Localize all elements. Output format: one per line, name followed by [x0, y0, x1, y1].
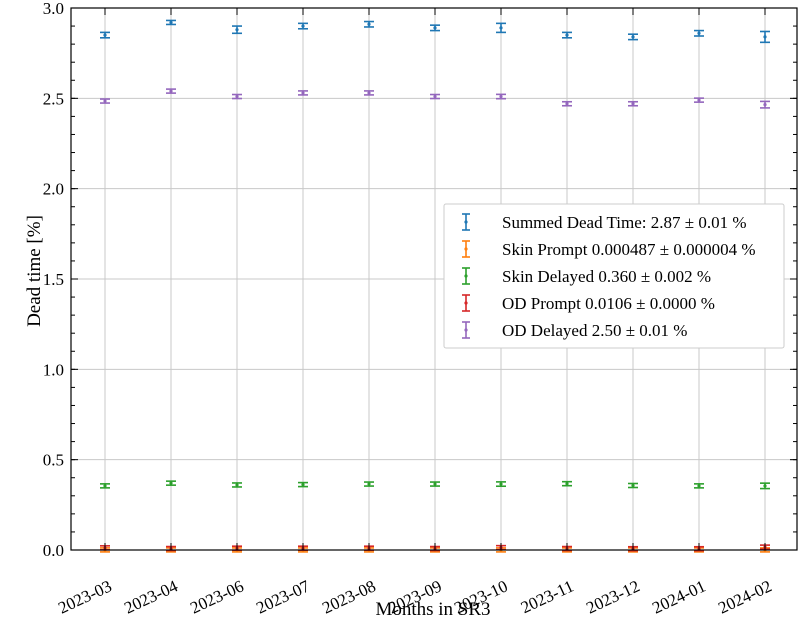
legend-box — [443, 203, 785, 349]
x-tick-label: 2023-11 — [518, 576, 577, 617]
plot-frame — [70, 7, 798, 551]
data-point — [235, 94, 239, 99]
y-tick-label: 2.0 — [43, 180, 64, 199]
data-point — [565, 33, 569, 37]
legend-marker-point — [464, 274, 468, 278]
data-point — [565, 482, 569, 486]
legend-label: OD Delayed 2.50 ± 0.01 % — [502, 321, 687, 340]
data-point — [169, 481, 173, 485]
legend-marker-point — [464, 301, 468, 305]
data-point — [697, 98, 701, 102]
y-tick-label: 1.0 — [43, 360, 64, 379]
legend-label: Skin Prompt 0.000487 ± 0.000004 % — [502, 240, 755, 259]
data-point — [367, 22, 371, 26]
legend-label: OD Prompt 0.0106 ± 0.0000 % — [502, 294, 715, 313]
data-point — [499, 26, 503, 30]
data-point — [763, 484, 767, 488]
data-point — [631, 35, 635, 39]
x-tick-label: 2023-06 — [187, 576, 246, 617]
legend-label: Summed Dead Time: 2.87 ± 0.01 % — [502, 213, 747, 232]
data-point — [499, 94, 503, 99]
data-point — [301, 482, 305, 487]
data-point — [169, 89, 173, 93]
data-point — [235, 28, 239, 32]
y-tick-label: 2.5 — [43, 89, 64, 108]
x-tick-label: 2023-07 — [253, 576, 313, 617]
data-point — [367, 482, 371, 486]
data-point — [631, 102, 635, 106]
data-point — [433, 94, 437, 99]
data-point — [565, 102, 569, 106]
data-point — [235, 483, 239, 487]
y-tick-label: 0.0 — [43, 541, 64, 560]
legend-marker-point — [464, 328, 468, 332]
data-point — [103, 99, 107, 103]
x-tick-label: 2023-03 — [55, 576, 114, 617]
y-tick-label: 3.0 — [43, 0, 64, 18]
data-point — [697, 484, 701, 488]
data-point — [103, 33, 107, 37]
x-tick-label: 2024-01 — [649, 576, 708, 617]
data-point — [301, 24, 305, 28]
legend-marker-point — [464, 220, 468, 224]
data-point — [697, 31, 701, 35]
data-point — [763, 103, 767, 107]
data-point — [631, 483, 635, 488]
x-tick-label: 2023-12 — [583, 576, 642, 617]
data-point — [433, 482, 437, 486]
x-axis-label: Months in SR3 — [375, 599, 490, 620]
series-group — [100, 480, 770, 490]
series-group — [100, 88, 770, 109]
x-tick-label: 2024-02 — [715, 576, 774, 617]
y-axis-label: Dead time [%] — [24, 215, 45, 327]
data-point — [763, 35, 767, 39]
y-tick-label: 1.5 — [43, 270, 64, 289]
data-point — [103, 484, 107, 488]
x-tick-label: 2023-04 — [121, 576, 181, 617]
x-tick-label: 2023-08 — [319, 576, 378, 617]
data-point — [499, 482, 503, 486]
series-group — [100, 19, 770, 44]
legend-marker-point — [464, 247, 468, 251]
data-point — [169, 20, 173, 25]
legend: Summed Dead Time: 2.87 ± 0.01 % Skin Prom… — [443, 203, 785, 349]
y-tick-label: 0.5 — [43, 451, 64, 470]
data-point — [433, 26, 437, 30]
data-point — [301, 91, 305, 95]
legend-label: Skin Delayed 0.360 ± 0.002 % — [502, 267, 711, 286]
data-point — [367, 91, 371, 95]
